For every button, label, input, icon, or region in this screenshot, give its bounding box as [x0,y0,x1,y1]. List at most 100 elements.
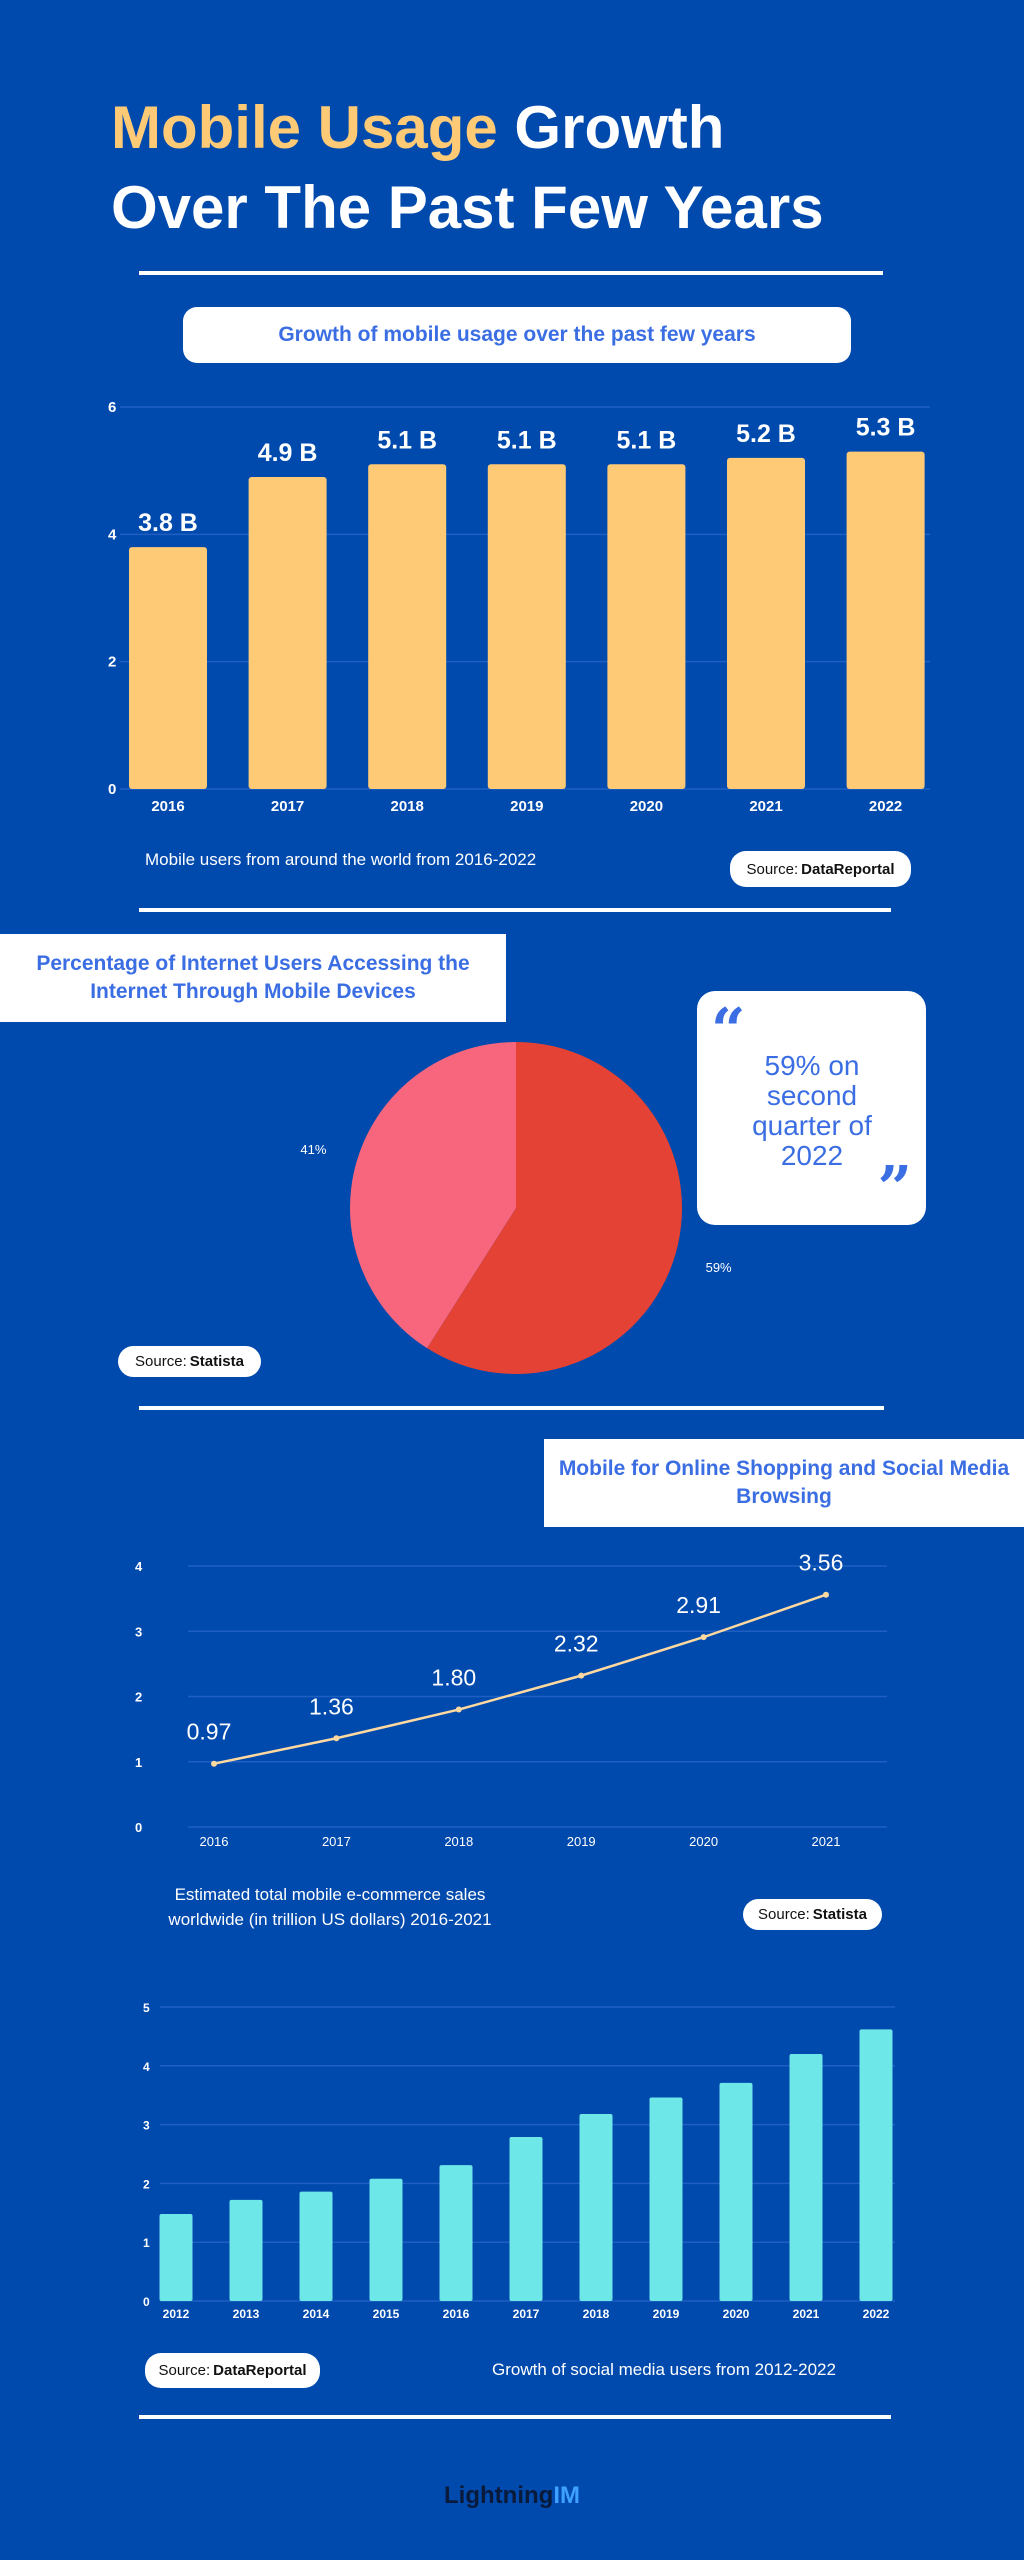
data-label: 5.2 B [736,420,796,448]
section4-caption: Growth of social media users from 2012-2… [492,2360,836,2379]
y-tick-label: 5 [143,2001,150,2015]
logo-text: Lightning [444,2482,554,2509]
bar [369,2178,403,2301]
source-label: Source: [758,1906,810,1923]
data-label: 2.32 [554,1631,599,1657]
data-label: 5.1 B [377,426,437,454]
data-point [823,1591,829,1598]
bar [719,2082,753,2301]
divider [139,1406,884,1410]
x-tick-label: 2017 [271,798,304,815]
pie-slice [350,1042,516,1349]
section3-heading: Mobile for Online Shopping and Social Me… [544,1439,1024,1527]
x-tick-label: 2021 [749,798,782,815]
y-tick-label: 0 [108,781,116,798]
bar [248,477,327,789]
pie-label: 41% [300,1142,326,1157]
x-tick-label: 2017 [513,2307,540,2321]
data-point [333,1735,340,1742]
title-line2: Over The Past Few Years [111,174,824,241]
y-tick-label: 2 [108,654,116,671]
y-tick-label: 4 [135,1559,143,1574]
bar [229,2199,263,2301]
data-label: 5.1 B [617,426,677,454]
y-tick-label: 6 [108,399,116,416]
source-name: DataReportal [801,860,895,878]
data-label: 5.1 B [497,426,557,454]
bar [368,464,447,789]
data-point [578,1672,585,1679]
section3-source: Source: Statista [743,1899,882,1930]
line-series [213,1593,827,1765]
bar [607,464,686,789]
source-name: Statista [812,1906,867,1923]
data-label: 5.3 B [856,414,916,442]
section2-source: Source: Statista [118,1346,261,1377]
lightningim-logo: LightningIM [0,2482,1024,2510]
page-title: Mobile Usage Growth Over The Past Few Ye… [111,88,824,248]
x-tick-label: 2020 [689,1834,718,1849]
y-tick-label: 4 [143,2060,150,2074]
source-name: Statista [189,1353,244,1370]
close-quote-icon: ” [877,1154,912,1224]
x-tick-label: 2022 [863,2307,890,2321]
y-tick-label: 1 [143,2236,150,2250]
source-label: Source: [158,2362,211,2379]
bar [859,2029,893,2301]
data-label: 0.97 [187,1719,232,1745]
bar [439,2165,473,2301]
data-point [455,1706,462,1713]
pie-slice [427,1042,682,1374]
x-tick-label: 2019 [510,798,543,815]
section4-source: Source: DataReportal [145,2353,320,2388]
title-highlight: Mobile Usage [111,94,498,161]
y-tick-label: 0 [143,2295,150,2309]
title-rest: Growth [514,94,725,161]
data-label: 3.8 B [138,509,198,537]
x-tick-label: 2018 [391,798,424,815]
x-tick-label: 2017 [322,1834,351,1849]
y-tick-label: 2 [143,2177,150,2191]
data-label: 3.56 [799,1550,844,1576]
x-tick-label: 2021 [812,1834,841,1849]
section2-heading: Percentage of Internet Users Accessing t… [0,934,506,1022]
source-label: Source: [135,1353,187,1370]
bar [846,451,925,789]
x-tick-label: 2016 [200,1834,229,1849]
bar [487,464,566,789]
x-tick-label: 2018 [583,2307,610,2321]
section3-caption: Estimated total mobile e-commerce sales … [168,1885,492,1929]
bar [129,547,207,789]
data-point [700,1634,707,1641]
section1-caption: Mobile users from around the world from … [145,850,537,869]
bar [509,2136,543,2301]
x-tick-label: 2012 [163,2307,190,2321]
x-tick-label: 2021 [793,2307,820,2321]
logo-suffix: IM [553,2482,580,2509]
y-tick-label: 4 [108,526,117,543]
x-tick-label: 2019 [567,1834,596,1849]
bar [649,2097,683,2301]
section1-source: Source: DataReportal [730,851,911,887]
bar [159,2213,193,2301]
data-label: 1.36 [309,1693,354,1719]
y-tick-label: 1 [135,1755,142,1770]
divider [139,2415,891,2419]
open-quote-icon: “ [711,996,746,1066]
source-name: DataReportal [213,2362,307,2379]
x-tick-label: 2014 [303,2307,330,2321]
x-tick-label: 2016 [151,798,184,815]
data-label: 4.9 B [258,439,318,467]
x-tick-label: 2016 [443,2307,470,2321]
x-tick-label: 2022 [869,798,902,815]
bar [579,2114,613,2301]
divider [139,908,891,912]
y-tick-label: 2 [135,1690,142,1705]
quote-text: 59% on second quarter of 2022 [752,1050,872,1171]
bar [299,2191,333,2301]
data-label: 2.91 [676,1592,721,1618]
pie-label: 59% [706,1260,732,1275]
x-tick-label: 2020 [630,798,663,815]
y-tick-label: 3 [135,1624,142,1639]
